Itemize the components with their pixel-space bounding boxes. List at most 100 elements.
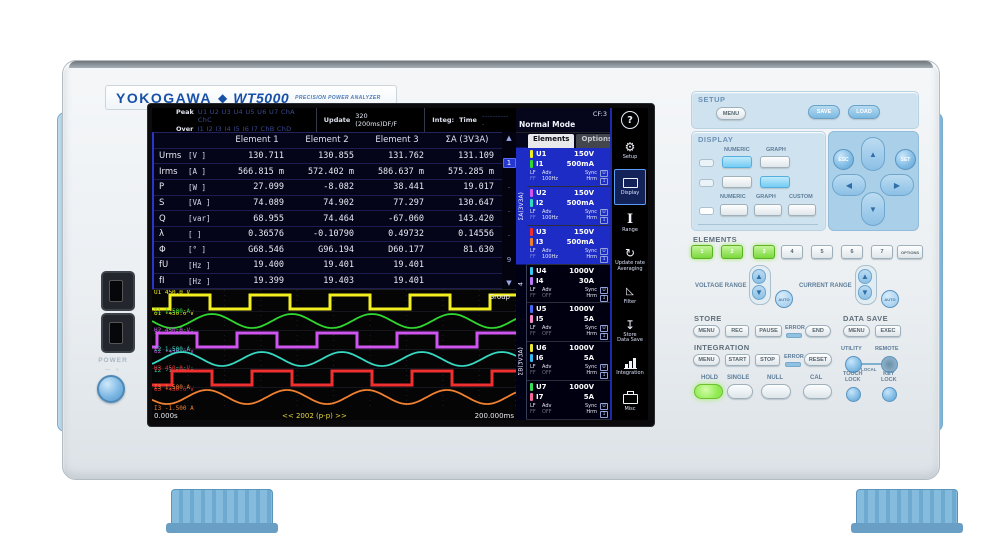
page-selector[interactable]: ▲ 1 · · · 9 ▼: [502, 132, 516, 290]
voltage-range-up-button[interactable]: ▲: [752, 269, 766, 284]
tab-options[interactable]: Options: [576, 134, 618, 148]
rail-item-display[interactable]: Display: [614, 168, 646, 205]
page-item[interactable]: 1: [502, 157, 516, 168]
current-line: I3 500mA: [530, 237, 608, 247]
element-block-u1[interactable]: U1 150V I1 500mA LF FF Adv 100Hz Sync Hrm U 1: [527, 148, 610, 187]
load-button[interactable]: LOAD: [848, 105, 880, 119]
page-item[interactable]: 9: [506, 255, 512, 264]
integration-stop-button[interactable]: STOP: [755, 354, 780, 366]
page-item[interactable]: ·: [507, 207, 511, 216]
element-key-1[interactable]: 1: [691, 245, 713, 259]
current-channel: I1: [536, 160, 544, 168]
display-graph-button-1[interactable]: [760, 156, 790, 168]
arrow-left-button[interactable]: ◀: [832, 174, 866, 196]
voltage-range-rocker: ▲ ▼: [749, 265, 771, 305]
usb-port-1[interactable]: [101, 271, 135, 311]
rail-label: Range: [622, 227, 638, 234]
table-row: λ [ ] 0.36576 -0.10790 0.49732 0.14556: [154, 227, 502, 243]
display-custom-button[interactable]: [788, 204, 816, 216]
set-button[interactable]: SET: [895, 149, 916, 170]
null-label: NULL: [767, 375, 783, 381]
function-name: S: [159, 197, 165, 208]
rail-item-setup[interactable]: ⚙ Setup: [614, 133, 646, 167]
element-key-2[interactable]: 2: [721, 245, 743, 259]
element-block-u3[interactable]: U3 150V I3 500mA LF FF Adv 100Hz Sync Hrm U 1: [527, 225, 610, 265]
integration-reset-button[interactable]: RESET: [804, 353, 832, 366]
element-block-u2[interactable]: U2 150V I2 500mA LF FF Adv 100Hz Sync Hrm U 1: [527, 186, 610, 226]
voltage-line: U7 1000V: [530, 382, 608, 392]
save-button[interactable]: SAVE: [808, 105, 840, 119]
current-color-bar: [530, 198, 533, 207]
trace-U2: [152, 331, 516, 349]
cal-button[interactable]: [803, 384, 832, 399]
current-line: I4 30A: [530, 276, 608, 286]
display-numeric-button-3[interactable]: [720, 204, 748, 216]
current-auto-button[interactable]: AUTO: [881, 290, 899, 308]
element-key-7[interactable]: 7: [871, 245, 893, 259]
page-item[interactable]: ·: [507, 183, 511, 192]
element-options-button[interactable]: OPTIONS: [897, 245, 923, 259]
data-save-menu-button[interactable]: MENU: [843, 325, 870, 337]
hrm-label: Hrm: [586, 370, 597, 377]
element-block-u5[interactable]: U5 1000V I5 5A LF FF Adv OFF Sync Hrm U 1: [527, 303, 610, 343]
element-block-u6[interactable]: U6 1000V I6 5A LF FF Adv OFF Sync Hrm U 1: [527, 342, 610, 382]
esc-button[interactable]: ESC: [833, 149, 854, 170]
page-item[interactable]: ·: [507, 231, 511, 240]
single-button[interactable]: [727, 384, 753, 399]
store-pause-button[interactable]: PAUSE: [755, 325, 782, 337]
waveform-area: U1 450.0 V U1 -450.0 V I1 1.500 A I1 -1.500…: [152, 289, 516, 421]
sync-label: Sync: [584, 325, 597, 332]
display-numeric-button-2[interactable]: [722, 176, 752, 188]
voltage-range-down-button[interactable]: ▼: [752, 285, 766, 300]
arrow-up-button[interactable]: ▲: [861, 137, 885, 171]
display-numeric-button-1[interactable]: [722, 156, 752, 168]
page-item[interactable]: ▲: [506, 134, 512, 142]
page-item[interactable]: ▼: [506, 279, 512, 288]
integration-start-button[interactable]: START: [725, 354, 750, 366]
sync-label: Sync: [584, 208, 597, 215]
data-save-exec-button[interactable]: EXEC: [875, 325, 901, 337]
rail-item-update-rate[interactable]: ↻ Update rate Averaging: [614, 242, 646, 276]
filter-icon: ◺: [626, 285, 634, 297]
arrow-down-button[interactable]: ▼: [861, 192, 885, 226]
element-key-row: 1 2 3 4 5 6 7 OPTIONS: [691, 245, 923, 261]
element-key-6[interactable]: 6: [841, 245, 863, 259]
current-range-up-button[interactable]: ▲: [858, 269, 872, 284]
trace-bottom-label: U3 -450.0 V: [154, 386, 194, 393]
rail-item-misc[interactable]: Misc: [614, 385, 646, 419]
display-graph-button-2[interactable]: [760, 176, 790, 188]
setup-menu-button[interactable]: MENU: [716, 107, 746, 120]
hold-button[interactable]: [694, 384, 723, 399]
integration-menu-button[interactable]: MENU: [693, 354, 720, 366]
element-key-3[interactable]: 3: [753, 245, 775, 259]
element-key-4[interactable]: 4: [781, 245, 803, 259]
rail-item-store[interactable]: ↧ Store Data Save: [614, 314, 646, 348]
column-header: ΣA (3V3A): [445, 135, 489, 146]
store-rec-button[interactable]: REC: [725, 325, 749, 337]
display-graph-button-3[interactable]: [754, 204, 782, 216]
element-block-u4[interactable]: U4 1000V I4 30A LF FF Adv OFF Sync Hrm U 1: [527, 265, 610, 304]
help-icon[interactable]: ?: [621, 111, 639, 129]
tab-elements[interactable]: Elements: [528, 134, 575, 148]
touch-lock-button[interactable]: [846, 387, 861, 402]
current-range-down-button[interactable]: ▼: [858, 285, 872, 300]
rail-item-integration[interactable]: Integration: [614, 350, 646, 384]
rail-item-range[interactable]: I Range: [614, 207, 646, 241]
hrm-label: Hrm: [586, 409, 597, 416]
arrow-right-button[interactable]: ▶: [880, 174, 914, 196]
store-end-button[interactable]: END: [805, 325, 831, 337]
display-numeric-label-top: NUMERIC: [724, 147, 750, 153]
measure-value: 38.441: [393, 182, 424, 193]
element-block-u7[interactable]: U7 1000V I7 5A LF FF Adv OFF Sync Hrm U 1: [527, 381, 610, 421]
power-label: POWER: [98, 357, 128, 364]
key-lock-button[interactable]: [882, 387, 897, 402]
null-button[interactable]: [761, 384, 791, 399]
utility-button[interactable]: [845, 356, 862, 373]
voltage-auto-button[interactable]: AUTO: [775, 290, 793, 308]
element-key-5[interactable]: 5: [811, 245, 833, 259]
usb-port-2[interactable]: [101, 313, 135, 353]
rail-item-filter[interactable]: ◺ Filter: [614, 278, 646, 312]
screen-bezel: Peak U1 U2 U3 U4 U5 U6 U7 ChA ChC Over I…: [147, 103, 655, 427]
power-button[interactable]: [97, 375, 125, 403]
store-menu-button[interactable]: MENU: [693, 325, 720, 337]
